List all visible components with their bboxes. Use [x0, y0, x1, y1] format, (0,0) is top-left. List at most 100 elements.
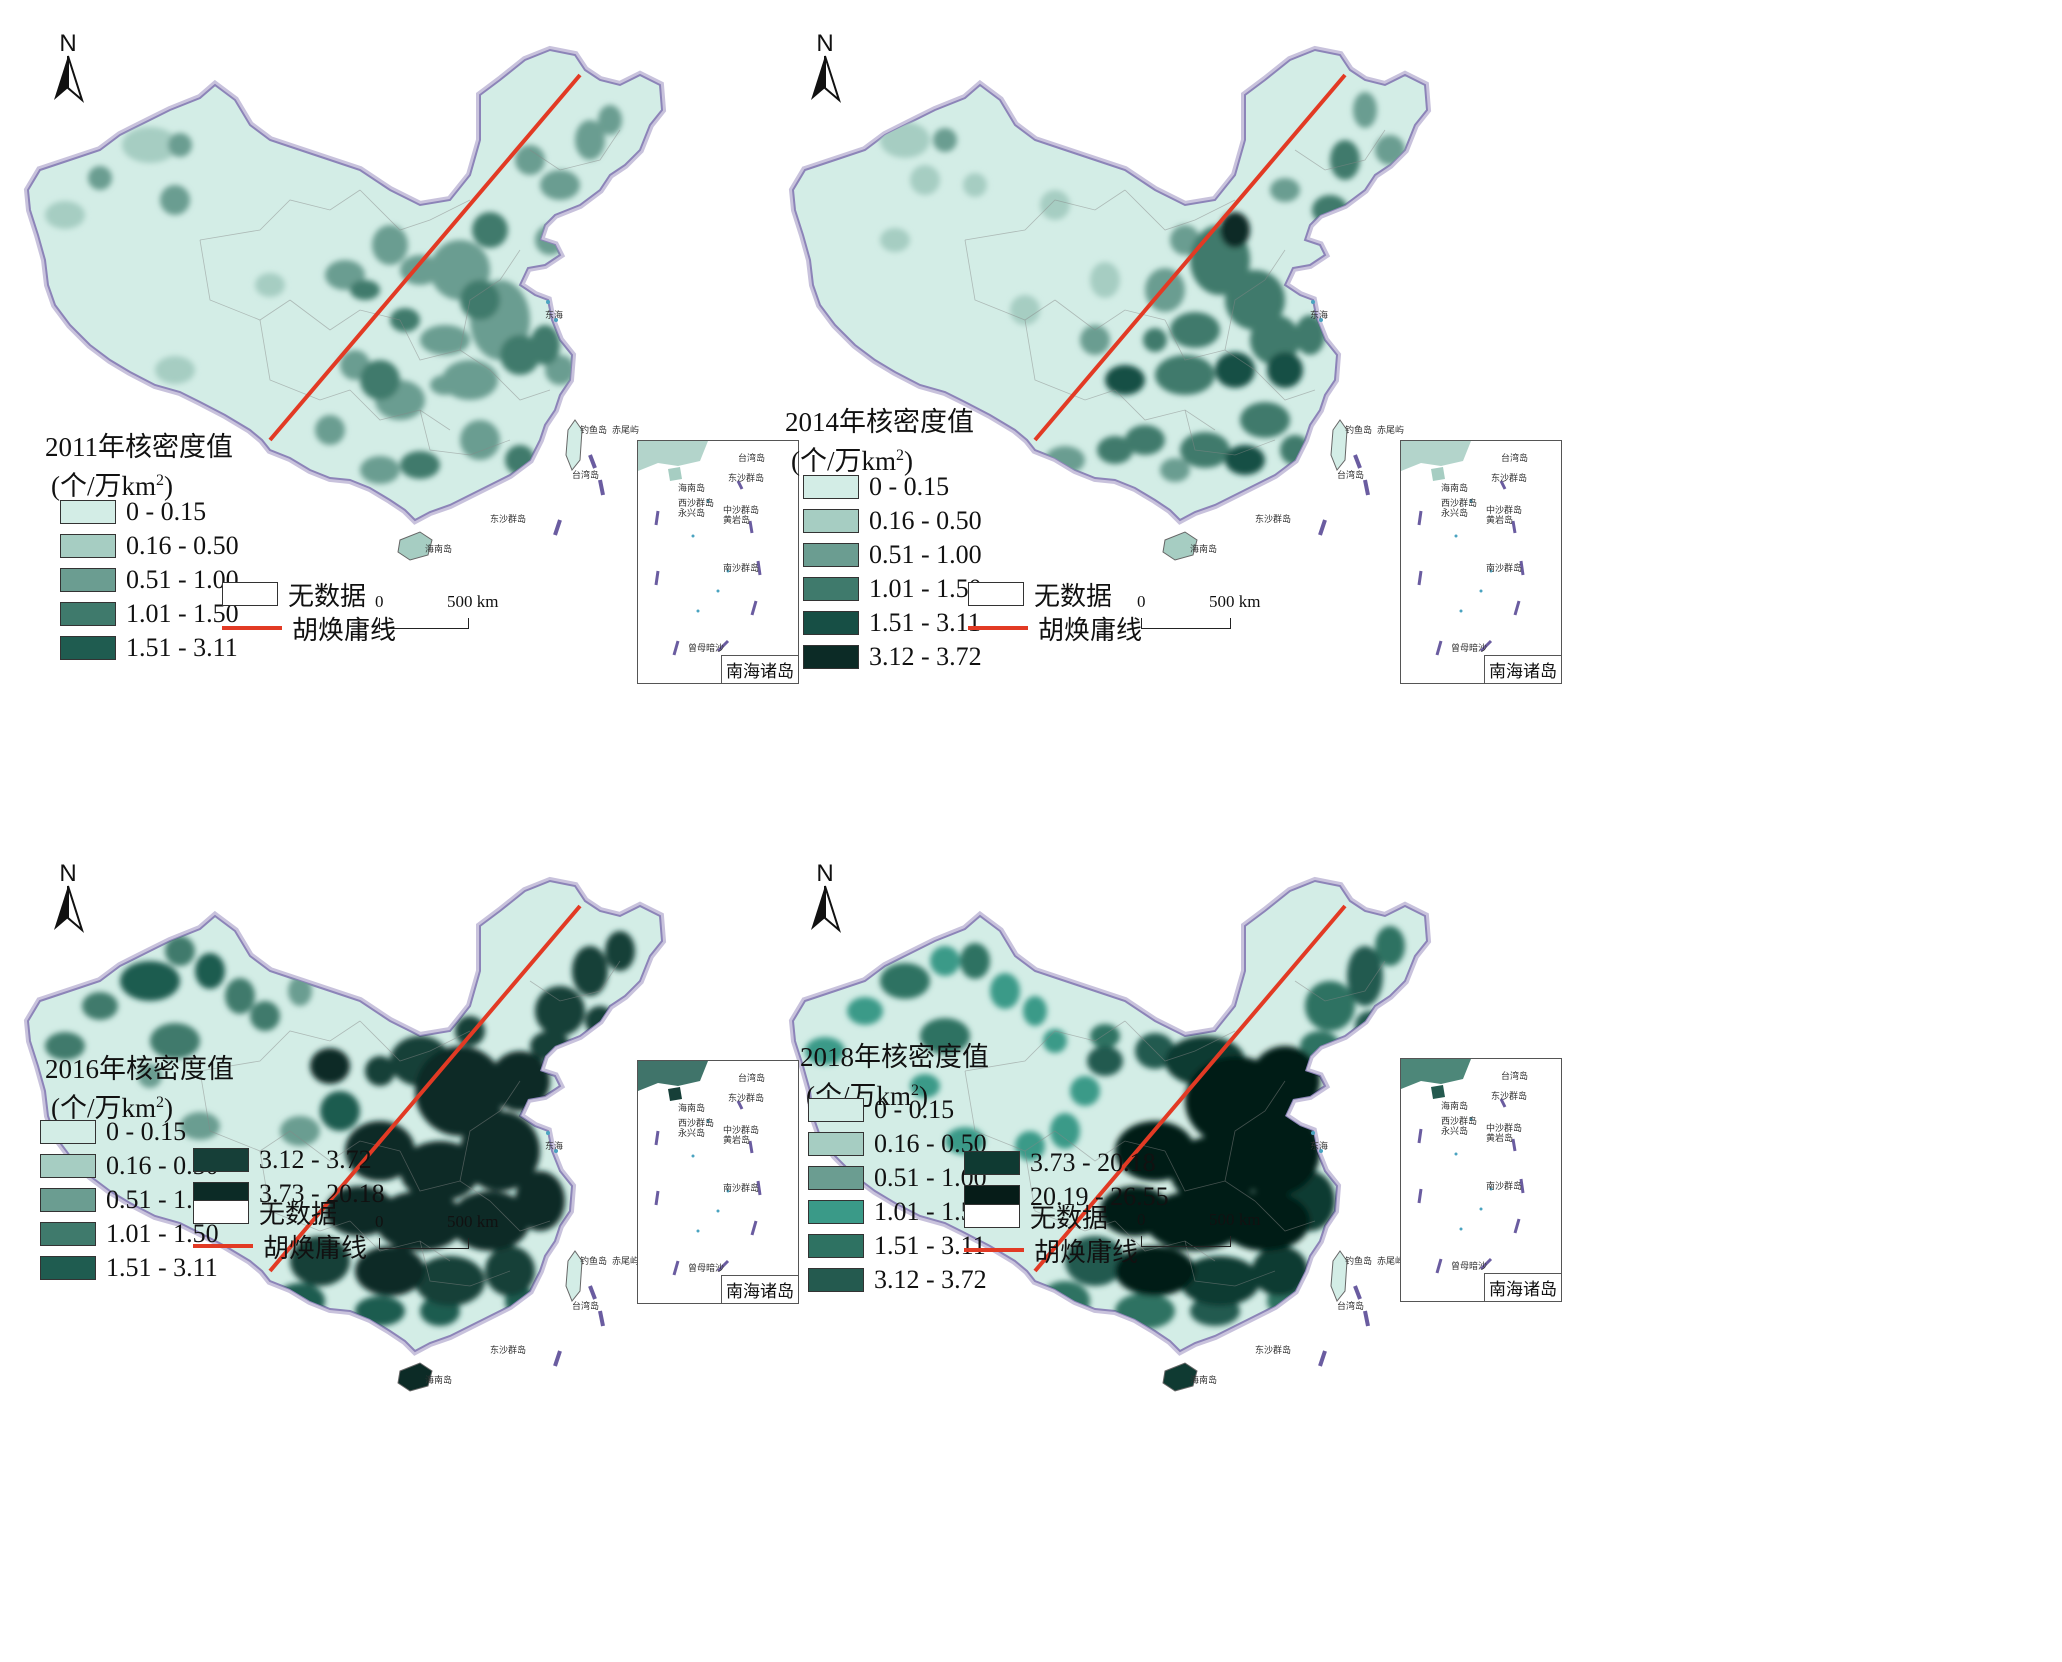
legend-hu-line: 胡焕庸线: [222, 611, 396, 645]
density-blob: [180, 1112, 220, 1140]
density-blob: [1267, 352, 1303, 388]
legend-label: 1.51 - 3.11: [106, 1253, 218, 1282]
density-blob: [1240, 402, 1290, 438]
hu-huanyong-line: [268, 904, 582, 1273]
legend-swatch: [60, 636, 116, 660]
density-blob: [1105, 365, 1145, 395]
density-blob: [1010, 295, 1040, 325]
density-blob: [1347, 946, 1383, 1006]
density-blob: [1270, 178, 1300, 202]
legend-label: 1.51 - 3.11: [126, 633, 238, 662]
inset-place-label: 台湾岛: [738, 1074, 766, 1084]
hu-huanyong-line: [268, 73, 582, 442]
place-label: 东沙群岛: [1255, 1344, 1291, 1356]
place-label: 东海: [1310, 309, 1328, 321]
density-blob: [1090, 262, 1120, 298]
inset-place-label: 黄岩岛: [1486, 516, 1514, 526]
density-blob: [990, 973, 1020, 1009]
density-blob: [138, 1064, 162, 1088]
place-label: 海南岛: [1190, 1374, 1217, 1386]
legend-swatch: [60, 500, 116, 524]
inset-place-label: 东沙群岛: [1491, 1092, 1528, 1102]
place-label: 钓鱼岛: [1345, 1255, 1372, 1267]
legend-title-year: 2011年核密度值: [45, 432, 233, 462]
legend-hu-line: 胡焕庸线: [193, 1229, 367, 1263]
density-blob: [460, 280, 500, 320]
legend-label: 胡焕庸线: [1038, 615, 1143, 645]
scale-zero: 0: [375, 592, 384, 611]
density-blob: [375, 1191, 465, 1251]
legend-label: 无数据: [1030, 1203, 1109, 1233]
place-label: 海南岛: [425, 1374, 452, 1386]
density-blob: [365, 1056, 395, 1086]
legend-item: 0.51 - 1.00: [808, 1161, 987, 1195]
place-label: 东沙群岛: [1255, 513, 1291, 525]
density-blob: [1087, 1046, 1123, 1076]
legend-label: 无数据: [259, 1199, 338, 1229]
legend-swatch: [60, 568, 116, 592]
legend-extra: 无数据 胡焕庸线: [964, 1199, 1138, 1267]
scale-line: [1141, 618, 1231, 629]
scale-distance: 500 km: [1209, 1210, 1261, 1229]
legend-label: 0.51 - 1.00: [869, 540, 982, 569]
scale-distance: 500 km: [447, 1212, 499, 1231]
density-blob: [288, 976, 312, 1006]
legend-swatch: [808, 1132, 864, 1156]
map-panel-2014: 钓鱼岛 赤尾屿 台湾岛 东沙群岛 海南岛 东海: [788, 0, 2062, 831]
legend-label: 0.16 - 0.50: [869, 506, 982, 535]
legend-swatch: [193, 1200, 249, 1224]
hu-huanyong-line: [1033, 73, 1347, 442]
density-blob: [280, 1116, 320, 1146]
density-blob: [1040, 190, 1070, 220]
inset-place-label: 台湾岛: [738, 454, 766, 464]
density-blob: [1225, 270, 1285, 330]
legend-swatch: [193, 1148, 249, 1172]
map-panel-2018: 钓鱼岛 赤尾屿 台湾岛 东沙群岛 海南岛 东海: [788, 831, 2062, 1662]
legend-item: 0 - 0.15: [803, 470, 982, 504]
legend-list: 0 - 0.15 0.16 - 0.50 0.51 - 1.00 1.01 - 1.5…: [60, 495, 239, 665]
density-blob: [360, 360, 400, 400]
place-label: 海南岛: [1190, 543, 1217, 555]
legend-swatch: [808, 1166, 864, 1190]
density-blob: [535, 986, 585, 1036]
density-blob: [45, 1032, 85, 1060]
legend-label: 0 - 0.15: [874, 1095, 955, 1124]
density-blob: [155, 356, 195, 384]
legend-item: 0 - 0.15: [808, 1093, 987, 1127]
inset-place-label: 南沙群岛: [1486, 564, 1523, 574]
legend-label: 0.16 - 0.50: [126, 531, 239, 560]
hu-huanyong-line: [1033, 904, 1347, 1273]
legend-swatch: [60, 534, 116, 558]
density-blob: [400, 451, 440, 479]
legend-swatch: [803, 509, 859, 533]
legend-swatch: [40, 1188, 96, 1212]
inset-place-label: 中沙群岛: [1486, 506, 1523, 516]
scale-line: [379, 1238, 469, 1249]
place-label: 东海: [545, 309, 563, 321]
density-blob: [350, 280, 380, 300]
density-blob: [415, 1256, 485, 1306]
legend-item: 3.73 - 20.18: [964, 1146, 1169, 1180]
density-blob: [419, 1460, 421, 1462]
legend-unit: (个/万km2): [51, 471, 173, 501]
density-blob: [460, 420, 500, 460]
legend-no-data: 无数据: [968, 577, 1142, 611]
density-blob: [515, 1171, 565, 1231]
legend-label: 0 - 0.15: [126, 497, 207, 526]
legend-swatch: [40, 1256, 96, 1280]
place-label: 台湾岛: [1337, 469, 1364, 481]
legend-label: 0 - 0.15: [869, 472, 950, 501]
density-blob: [168, 133, 192, 157]
place-label: 台湾岛: [572, 469, 599, 481]
density-blob: [1375, 135, 1405, 165]
place-label: 东海: [1310, 1140, 1328, 1152]
density-blob: [1125, 425, 1165, 455]
density-blob: [355, 1246, 425, 1296]
inset-place-label: 海南岛: [678, 484, 706, 494]
density-blob: [255, 273, 285, 297]
inset-label: 南海诸岛: [721, 655, 798, 683]
legend-item: 3.12 - 3.72: [193, 1143, 385, 1177]
legend-item: 0.51 - 1.00: [803, 538, 982, 572]
legend-label: 20.19 - 26.55: [1030, 1182, 1169, 1211]
density-blob: [160, 185, 190, 215]
